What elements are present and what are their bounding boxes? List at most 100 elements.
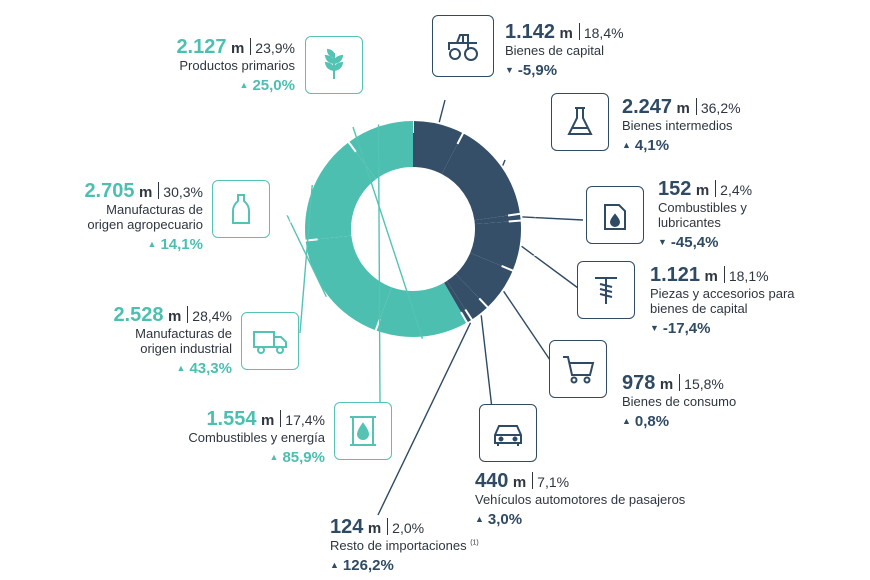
arrow-up-icon: ▲ [475, 513, 484, 524]
import-name: Bienes de capital [505, 43, 605, 58]
export-item-moi: 2.528 m 28,4% Manufacturas de origen indu… [60, 304, 232, 377]
arrow-up-icon: ▲ [622, 139, 631, 150]
svg-text:IMPORTACIONES: IMPORTACIONES [521, 182, 543, 276]
export-name: Manufacturas de origen agropecuario [87, 202, 203, 232]
import-name: Piezas y accesorios para bienes de capit… [650, 286, 795, 316]
import-item-bienes-intermedios: 2.247 m 36,2% Bienes intermedios ▲ 4,1% [622, 96, 792, 154]
export-share: 28,4% [192, 308, 232, 324]
import-unit: m [559, 25, 573, 42]
import-amount: 124 [330, 516, 364, 538]
import-change: -45,4% [670, 233, 719, 251]
arrow-down-icon: ▼ [650, 322, 659, 333]
export-change: 25,0% [252, 76, 295, 94]
export-segment-1 [305, 235, 392, 331]
import-change: -17,4% [662, 319, 711, 337]
arrow-up-icon: ▲ [147, 238, 157, 249]
export-change: 14,1% [160, 235, 203, 253]
import-change: 3,0% [487, 510, 523, 528]
import-share: 18,1% [728, 268, 769, 284]
import-amount: 152 [658, 178, 692, 200]
import-unit: m [695, 182, 710, 199]
export-divider [345, 138, 357, 153]
export-item-productos-primarios: 2.127 m 23,9% Productos primarios ▲ 25,0% [120, 36, 295, 94]
import-amount: 2.247 [622, 96, 673, 118]
import-segment-2 [474, 213, 521, 225]
export-name: Productos primarios [179, 58, 295, 73]
export-amount: 1.554 [206, 408, 257, 430]
import-name: Vehículos automotores de pasajeros [475, 492, 686, 507]
import-share: 36,2% [700, 100, 741, 116]
arrow-down-icon: ▼ [505, 64, 514, 75]
export-leader-line [299, 184, 313, 334]
import-item-resto: 124 m 2,0% Resto de importaciones (1) ▲ 12… [330, 516, 530, 574]
import-divider [478, 297, 492, 311]
screw-icon [577, 261, 635, 319]
export-amount: 2.705 [84, 180, 135, 202]
arrow-up-icon: ▲ [330, 559, 339, 570]
export-divider [301, 238, 318, 243]
import-segment-1 [441, 133, 520, 221]
import-item-bienes-consumo: 978 m 15,8% Bienes de consumo ▲ 0,8% [622, 372, 782, 430]
export-share: 17,4% [285, 412, 325, 428]
import-divider [456, 129, 466, 145]
cart-icon [549, 340, 607, 398]
export-unit: m [260, 412, 275, 429]
export-segment-2 [305, 142, 377, 241]
export-amount: 2.528 [113, 304, 164, 326]
import-item-bienes-capital: 1.142 m 18,4% Bienes de capital ▼ -5,9% [505, 21, 675, 79]
tractor-icon [432, 15, 494, 77]
import-change: 4,1% [634, 136, 670, 154]
export-change: 85,9% [282, 448, 325, 466]
import-leader-line [377, 322, 472, 516]
import-share: 2,0% [392, 520, 425, 536]
import-name: Resto de importaciones [330, 538, 467, 553]
donut-ring [301, 117, 525, 337]
flask-icon [551, 93, 609, 151]
export-name: Manufacturas de origen industrial [135, 326, 232, 356]
arrow-up-icon: ▲ [269, 451, 279, 462]
import-amount: 978 [622, 372, 656, 394]
export-item-combustibles-energia: 1.554 m 17,4% Combustibles y energía ▲ 85,… [120, 408, 325, 466]
import-name: Bienes intermedios [622, 118, 733, 133]
export-unit: m [230, 40, 245, 57]
arrow-up-icon: ▲ [176, 362, 186, 373]
import-leader-line [503, 290, 551, 361]
export-unit: m [138, 184, 153, 201]
import-amount: 1.142 [505, 21, 556, 43]
bottle-icon [212, 180, 270, 238]
import-name: Combustibles y lubricantes [658, 200, 747, 230]
export-leader-line [377, 124, 381, 404]
import-item-piezas-accesorios: 1.121 m 18,1% Piezas y accesorios para bi… [650, 264, 830, 337]
import-amount: 1.121 [650, 264, 701, 286]
export-amount: 2.127 [176, 36, 227, 58]
export-change: 43,3% [189, 359, 232, 377]
export-share: 30,3% [163, 184, 203, 200]
car-icon [479, 404, 537, 462]
import-share: 15,8% [684, 376, 724, 392]
import-change: 126,2% [342, 556, 394, 574]
export-segment-3 [348, 121, 413, 180]
import-item-vehiculos: 440 m 7,1% Vehículos automotores de pasaj… [475, 470, 735, 528]
import-unit: m [676, 100, 690, 117]
export-segment-0 [375, 282, 467, 337]
import-leader-line [522, 216, 584, 221]
truck-icon [241, 312, 299, 370]
import-leader-line [502, 159, 506, 166]
import-leader-line [521, 245, 579, 289]
arrow-up-icon: ▲ [622, 415, 631, 426]
arrow-down-icon: ▼ [658, 236, 667, 247]
export-unit: m [167, 308, 182, 325]
import-divider [501, 265, 517, 274]
import-unit: m [659, 376, 674, 393]
ring-label-importaciones: IMPORTACIONES [521, 182, 542, 276]
import-amount: 440 [475, 470, 509, 492]
import-share: 2,4% [720, 182, 753, 198]
import-divider [507, 212, 525, 217]
export-name: Combustibles y energía [188, 430, 325, 445]
import-leader-line [438, 99, 446, 123]
import-change: 0,8% [634, 412, 670, 430]
import-segment-4 [455, 252, 513, 308]
fuel-can-icon [586, 186, 644, 244]
import-share: 7,1% [537, 474, 570, 490]
